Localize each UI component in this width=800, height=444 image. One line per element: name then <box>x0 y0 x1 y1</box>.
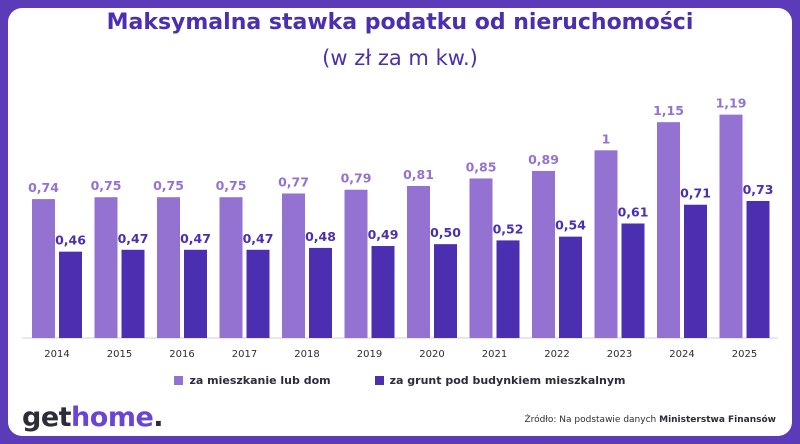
bar-series-1-2025 <box>719 114 743 339</box>
bar-series-2-2020 <box>434 244 457 338</box>
legend-swatch-series-2 <box>374 376 384 385</box>
bar-series-2-2016 <box>184 249 207 338</box>
data-label-series-1-2022: 0,89 <box>528 152 559 167</box>
logo-dot: . <box>153 402 164 433</box>
data-label-series-1-2014: 0,74 <box>28 180 59 195</box>
bar-series-2-2024 <box>684 204 707 338</box>
source-note: Źródło: Na podstawie danych Ministerstwa… <box>524 415 776 425</box>
x-tick-label-2018: 2018 <box>294 349 319 360</box>
bar-series-2-2014 <box>59 251 82 338</box>
bar-series-2-2018 <box>309 247 332 338</box>
x-tick-label-2015: 2015 <box>107 349 132 360</box>
x-tick-label-2025: 2025 <box>732 349 757 360</box>
x-tick-label-2023: 2023 <box>607 349 632 360</box>
data-label-series-2-2015: 0,47 <box>118 231 149 246</box>
bar-series-2-2025 <box>746 200 770 338</box>
data-label-series-2-2024: 0,71 <box>680 186 711 201</box>
x-tick-label-2017: 2017 <box>232 349 257 360</box>
legend-item-series-1: za mieszkanie lub dom <box>174 374 331 387</box>
bar-series-1-2018 <box>282 193 305 338</box>
bar-series-2-2021 <box>496 240 520 338</box>
data-label-series-1-2020: 0,81 <box>403 167 434 182</box>
bar-series-1-2015 <box>94 197 118 338</box>
x-tick-label-2014: 2014 <box>44 349 69 360</box>
data-label-series-2-2016: 0,47 <box>180 231 211 246</box>
data-label-series-2-2023: 0,61 <box>618 205 649 220</box>
x-tick-label-2021: 2021 <box>482 349 507 360</box>
bar-series-2-2015 <box>121 249 145 338</box>
bar-series-1-2016 <box>157 197 180 338</box>
source-name: Ministerstwa Finansów <box>659 415 776 425</box>
bar-series-2-2023 <box>621 223 645 338</box>
data-label-series-1-2017: 0,75 <box>216 178 247 193</box>
bar-series-2-2017 <box>246 249 270 338</box>
logo-text-accent: home <box>71 402 154 433</box>
legend-label-series-1: za mieszkanie lub dom <box>189 374 331 387</box>
gethome-logo: gethome. <box>22 402 164 433</box>
data-label-series-2-2018: 0,48 <box>305 229 336 244</box>
bar-series-1-2023 <box>594 150 618 338</box>
bar-series-1-2014 <box>32 199 55 338</box>
data-label-series-2-2025: 0,73 <box>743 182 774 197</box>
data-label-series-1-2015: 0,75 <box>91 178 122 193</box>
data-label-series-1-2018: 0,77 <box>278 174 309 189</box>
data-label-series-1-2019: 0,79 <box>341 171 372 186</box>
bar-series-1-2020 <box>407 185 430 338</box>
x-tick-label-2022: 2022 <box>544 349 569 360</box>
legend: za mieszkanie lub dom za grunt pod budyn… <box>0 374 800 387</box>
data-label-series-1-2023: 1 <box>602 131 611 146</box>
logo-text-main: get <box>22 402 72 433</box>
bar-series-2-2019 <box>371 246 395 338</box>
data-label-series-1-2024: 1,15 <box>653 103 684 118</box>
legend-item-series-2: za grunt pod budynkiem mieszkalnym <box>374 374 626 387</box>
legend-swatch-series-1 <box>174 376 184 385</box>
data-label-series-2-2017: 0,47 <box>243 231 274 246</box>
data-label-series-2-2021: 0,52 <box>493 221 524 236</box>
bar-series-1-2019 <box>344 189 368 338</box>
data-label-series-2-2022: 0,54 <box>555 218 586 233</box>
x-tick-label-2016: 2016 <box>169 349 194 360</box>
data-label-series-1-2025: 1,19 <box>716 96 747 111</box>
legend-label-series-2: za grunt pod budynkiem mieszkalnym <box>389 374 626 387</box>
data-label-series-2-2014: 0,46 <box>55 233 86 248</box>
bar-series-1-2022 <box>532 170 555 338</box>
data-label-series-1-2021: 0,85 <box>466 159 497 174</box>
x-tick-label-2024: 2024 <box>669 349 694 360</box>
x-tick-label-2020: 2020 <box>419 349 444 360</box>
data-label-series-2-2020: 0,50 <box>430 225 461 240</box>
data-label-series-2-2019: 0,49 <box>368 227 399 242</box>
chart-title: Maksymalna stawka podatku od nieruchomoś… <box>106 10 694 35</box>
bar-series-1-2017 <box>219 197 243 338</box>
chart-subtitle: (w zł za m kw.) <box>322 46 478 70</box>
x-tick-label-2019: 2019 <box>357 349 382 360</box>
bar-series-2-2022 <box>559 236 582 338</box>
bar-series-1-2024 <box>657 122 680 339</box>
source-prefix: Źródło: Na podstawie danych <box>524 415 660 425</box>
bar-series-1-2021 <box>469 178 493 338</box>
data-label-series-1-2016: 0,75 <box>153 178 184 193</box>
